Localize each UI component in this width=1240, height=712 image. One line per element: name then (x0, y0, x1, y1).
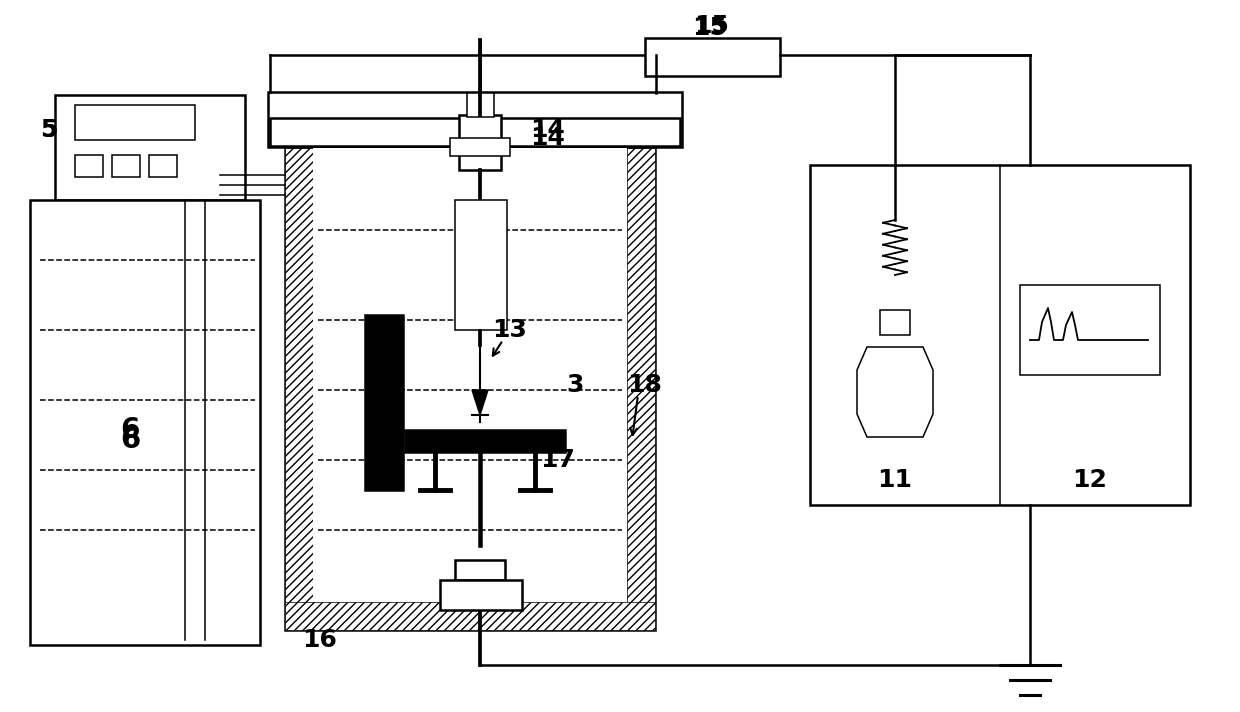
Text: 15: 15 (694, 14, 729, 38)
Bar (285, 120, 655, 630)
Bar (74, 105, 195, 140)
Bar (30, 200, 260, 645)
Bar (285, 602, 655, 630)
Text: 14: 14 (529, 126, 565, 150)
Bar (268, 92, 682, 147)
Text: 6: 6 (120, 426, 140, 454)
Bar (405, 430, 565, 452)
Bar (467, 93, 494, 117)
Bar (1021, 285, 1159, 375)
Text: 14: 14 (529, 118, 565, 142)
Bar (270, 118, 680, 146)
Text: 18: 18 (627, 373, 662, 397)
Bar (55, 95, 246, 200)
Bar (285, 120, 312, 630)
Polygon shape (472, 390, 489, 415)
Bar (455, 200, 507, 330)
Text: 16: 16 (303, 628, 337, 652)
Text: 6: 6 (120, 416, 140, 444)
Text: 11: 11 (878, 468, 913, 492)
Text: 13: 13 (492, 318, 527, 342)
Bar (459, 115, 501, 170)
Bar (440, 580, 522, 610)
Bar (627, 120, 655, 630)
Bar (112, 155, 140, 177)
Bar (312, 148, 627, 602)
Bar (455, 560, 505, 580)
Text: 15: 15 (693, 16, 728, 40)
Bar (810, 165, 1190, 505)
Bar (450, 138, 510, 156)
Bar (645, 38, 780, 76)
Polygon shape (857, 347, 932, 437)
Text: 3: 3 (567, 373, 584, 397)
Text: 2 mm: 2 mm (495, 433, 536, 447)
Text: 4: 4 (371, 343, 388, 367)
Text: 5: 5 (40, 118, 57, 142)
Text: 12: 12 (1073, 468, 1107, 492)
Text: 17: 17 (539, 448, 575, 472)
Bar (74, 155, 103, 177)
Text: 5: 5 (40, 118, 57, 142)
Text: 2 mm: 2 mm (510, 433, 551, 447)
Bar (880, 310, 910, 335)
Bar (285, 120, 655, 148)
Bar (365, 315, 403, 490)
Bar (149, 155, 177, 177)
